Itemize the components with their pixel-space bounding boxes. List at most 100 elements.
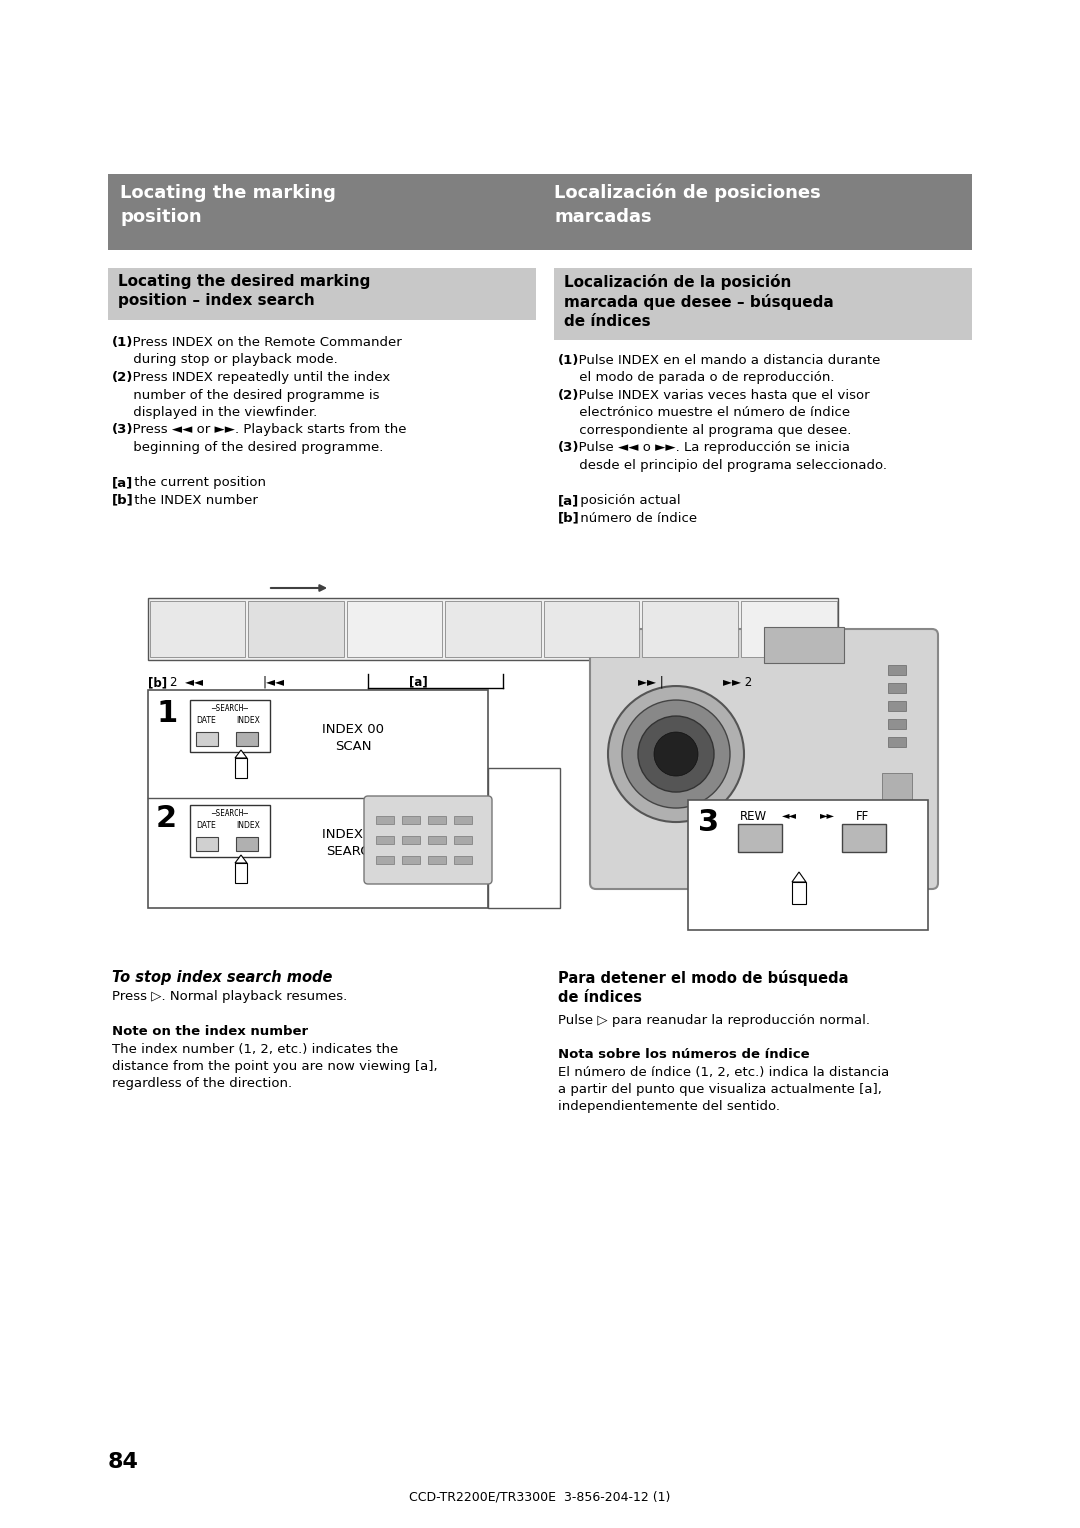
Bar: [454, 856, 472, 863]
Text: 2: 2: [156, 804, 177, 833]
Text: |◄◄: |◄◄: [264, 675, 285, 689]
Bar: [488, 769, 561, 908]
Text: ─SEARCH─: ─SEARCH─: [212, 808, 248, 817]
Text: INDEX 02
SEARCH: INDEX 02 SEARCH: [322, 828, 384, 859]
Text: (3): (3): [558, 442, 580, 454]
Text: 84: 84: [108, 1452, 139, 1471]
Text: Locating the marking
position: Locating the marking position: [120, 183, 336, 226]
Text: Localización de posiciones
marcadas: Localización de posiciones marcadas: [554, 183, 821, 226]
Bar: [792, 882, 806, 905]
Bar: [428, 856, 446, 863]
Text: Note on the index number: Note on the index number: [112, 1025, 308, 1038]
Bar: [402, 816, 420, 824]
Text: Para detener el modo de búsqueda
de índices: Para detener el modo de búsqueda de índi…: [558, 970, 849, 1004]
Text: ►► 2: ►► 2: [723, 675, 753, 689]
Bar: [190, 805, 270, 857]
Text: correspondiente al programa que desee.: correspondiente al programa que desee.: [558, 423, 851, 437]
Bar: [428, 816, 446, 824]
Text: Pulse INDEX en el mando a distancia durante: Pulse INDEX en el mando a distancia dura…: [576, 354, 880, 367]
Bar: [376, 816, 394, 824]
Bar: [108, 174, 972, 251]
Text: ◄◄: ◄◄: [782, 810, 797, 821]
Bar: [235, 863, 247, 883]
Polygon shape: [792, 872, 806, 882]
Bar: [190, 700, 270, 752]
Bar: [237, 837, 258, 851]
Text: (2): (2): [558, 390, 579, 402]
Text: [b]: [b]: [558, 512, 580, 524]
Text: [a]: [a]: [408, 675, 428, 688]
Bar: [237, 732, 258, 746]
Bar: [248, 601, 343, 657]
Text: INDEX 00
SCAN: INDEX 00 SCAN: [322, 723, 384, 753]
Bar: [428, 836, 446, 843]
Bar: [376, 856, 394, 863]
Circle shape: [622, 700, 730, 808]
Bar: [764, 626, 843, 663]
Bar: [454, 816, 472, 824]
Bar: [235, 758, 247, 778]
Text: number of the desired programme is: number of the desired programme is: [112, 388, 379, 402]
Bar: [195, 837, 218, 851]
Text: (2): (2): [112, 371, 133, 384]
Text: 1: 1: [156, 698, 177, 727]
Text: displayed in the viewfinder.: displayed in the viewfinder.: [112, 406, 318, 419]
Bar: [376, 836, 394, 843]
Bar: [643, 601, 738, 657]
Circle shape: [654, 732, 698, 776]
Text: Press INDEX on the Remote Commander: Press INDEX on the Remote Commander: [130, 336, 402, 348]
Text: To stop index search mode: To stop index search mode: [112, 970, 333, 986]
Bar: [454, 836, 472, 843]
Bar: [741, 601, 837, 657]
Text: 3: 3: [698, 808, 719, 837]
Polygon shape: [235, 856, 247, 863]
Text: [a]: [a]: [558, 494, 579, 507]
Text: REW: REW: [740, 810, 767, 824]
Text: INDEX: INDEX: [237, 717, 260, 724]
Text: the current position: the current position: [130, 477, 266, 489]
Text: ─SEARCH─: ─SEARCH─: [212, 704, 248, 714]
Text: CCD-TR2200E/TR3300E  3-856-204-12 (1): CCD-TR2200E/TR3300E 3-856-204-12 (1): [409, 1490, 671, 1504]
Bar: [882, 773, 912, 863]
Circle shape: [608, 686, 744, 822]
Bar: [888, 665, 906, 675]
Bar: [554, 267, 972, 341]
FancyBboxPatch shape: [590, 630, 939, 889]
Text: [b]: [b]: [112, 494, 134, 506]
Text: [a]: [a]: [112, 477, 133, 489]
Text: Press ▷. Normal playback resumes.: Press ▷. Normal playback resumes.: [112, 990, 348, 1002]
Bar: [148, 691, 488, 908]
Text: INDEX: INDEX: [237, 821, 260, 830]
Text: posición actual: posición actual: [576, 494, 680, 507]
Text: Press ◄◄ or ►►. Playback starts from the: Press ◄◄ or ►►. Playback starts from the: [130, 423, 406, 437]
Bar: [888, 683, 906, 694]
Text: ►► |: ►► |: [638, 675, 664, 689]
Text: Pulse ▷ para reanudar la reproducción normal.: Pulse ▷ para reanudar la reproducción no…: [558, 1015, 870, 1027]
Text: The index number (1, 2, etc.) indicates the
distance from the point you are now : The index number (1, 2, etc.) indicates …: [112, 1044, 437, 1089]
Text: during stop or playback mode.: during stop or playback mode.: [112, 353, 338, 367]
Bar: [148, 597, 838, 660]
Bar: [149, 601, 245, 657]
Text: beginning of the desired programme.: beginning of the desired programme.: [112, 442, 383, 454]
Circle shape: [638, 717, 714, 792]
Text: DATE: DATE: [195, 821, 216, 830]
FancyBboxPatch shape: [364, 796, 492, 885]
Text: Pulse ◄◄ o ►►. La reproducción se inicia: Pulse ◄◄ o ►►. La reproducción se inicia: [576, 442, 850, 454]
Bar: [544, 601, 639, 657]
Bar: [402, 856, 420, 863]
Bar: [888, 736, 906, 747]
Text: el modo de parada o de reproducción.: el modo de parada o de reproducción.: [558, 371, 835, 385]
Text: Nota sobre los números de índice: Nota sobre los números de índice: [558, 1048, 810, 1060]
Polygon shape: [235, 750, 247, 758]
Text: FF: FF: [856, 810, 869, 824]
Text: El número de índice (1, 2, etc.) indica la distancia
a partir del punto que visu: El número de índice (1, 2, etc.) indica …: [558, 1067, 889, 1112]
Bar: [842, 824, 886, 853]
Text: (3): (3): [112, 423, 134, 437]
Text: (1): (1): [112, 336, 133, 348]
Text: electrónico muestre el número de índice: electrónico muestre el número de índice: [558, 406, 850, 420]
Bar: [347, 601, 442, 657]
Text: Localización de la posición
marcada que desee – búsqueda
de índices: Localización de la posición marcada que …: [564, 274, 834, 329]
Text: Pulse INDEX varias veces hasta que el visor: Pulse INDEX varias veces hasta que el vi…: [576, 390, 869, 402]
Text: Locating the desired marking
position – index search: Locating the desired marking position – …: [118, 274, 370, 307]
Bar: [195, 732, 218, 746]
